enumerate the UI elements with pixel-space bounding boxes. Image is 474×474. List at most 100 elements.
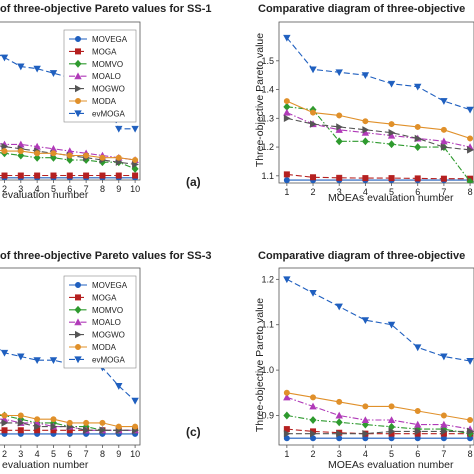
legend-marker-moalo [74,318,82,326]
data-point-moda [17,412,24,419]
data-point-moda [17,148,24,155]
y-tick-label: 1.2 [261,142,274,152]
legend-marker-mogwo [75,330,82,339]
series-line-mogwo [286,430,471,435]
panel-b-ylabel: Three-objective Pareto value [254,33,266,167]
series-group [0,54,139,180]
legend-label-mogwo: MOGWO [92,85,125,94]
chart-panel-bottom-left: 12345678910MOVEGAMOGAMOMVOMOALOMOGWOMODA… [0,267,141,459]
data-point-moga [17,427,24,434]
panel-c-tag: (c) [186,425,201,439]
data-point-moda [362,118,369,125]
data-point-moda [50,150,57,157]
series-line-moga [286,428,471,435]
panel-a-tag: (a) [186,175,201,189]
series-line-mogwo [286,117,471,151]
legend-marker-movega [75,35,82,42]
data-point-mogwo [34,422,41,431]
data-point-moalo [440,420,448,428]
data-point-evmoga [361,72,370,80]
data-point-evmoga [361,317,370,325]
data-point-mogwo [310,429,317,438]
legend-label-moalo: MOALO [92,72,121,81]
series-line-evmoga [286,37,471,111]
plot-frame [278,267,474,446]
legend-marker-movega [75,281,82,288]
data-point-evmoga [440,98,448,105]
data-point-moga [34,172,41,179]
x-tick-label: 4 [35,449,40,459]
series-line-moda [286,100,471,139]
legend-label-mogwo: MOGWO [92,331,125,340]
legend-box [63,275,137,369]
panel-b-title: Comparative diagram of three-objective [258,3,465,15]
series-line-evmoga [0,349,136,402]
data-point-mogwo [336,123,344,131]
data-point-moga [440,175,447,182]
data-point-evmoga [466,358,474,365]
data-point-moga [388,175,395,182]
data-point-moalo [361,416,370,424]
plot-frame [0,21,141,181]
x-tick-label: 6 [415,187,420,197]
series-line-evmoga [0,54,136,130]
legend-label-momvo: MOMVO [92,306,123,315]
data-point-momvo [335,137,343,146]
data-point-moalo [335,411,343,419]
x-tick-label: 5 [51,184,56,194]
legend-box [63,29,137,123]
data-point-moga [414,175,421,182]
y-tick-label: 0.9 [261,411,274,421]
data-point-momvo [466,177,474,183]
y-tick-label: 1.5 [261,56,274,66]
panel-a-title: of three-objective Pareto values for SS-… [0,3,212,15]
data-point-evmoga [115,382,123,390]
legend-label-evmoga: evMOGA [92,109,126,118]
data-point-evmoga [33,65,41,73]
series-line-mogwo [0,422,136,431]
x-tick-label: 4 [35,184,40,194]
x-tick-label: 7 [441,187,446,197]
legend-marker-evmoga [74,356,82,364]
plot-frame [0,267,141,446]
series-line-evmoga [286,278,471,362]
data-point-moga [362,175,369,182]
data-point-moda [50,416,57,423]
data-point-moda [414,407,421,414]
data-point-moga [132,172,139,179]
x-tick-label: 6 [67,184,72,194]
data-point-movega [283,177,290,183]
data-point-moda [467,135,474,142]
data-point-evmoga [309,66,317,74]
data-point-mogwo [440,143,448,151]
data-point-moda [440,126,447,133]
data-point-moda [414,123,421,130]
legend-label-moga: MOGA [92,293,117,302]
legend-label-evmoga: evMOGA [92,355,126,364]
data-point-mogwo [440,427,448,436]
data-point-moalo [440,137,448,145]
data-point-moda [440,412,447,419]
x-tick-label: 7 [84,449,89,459]
data-point-moda [132,156,139,163]
data-point-momvo [414,143,422,152]
data-point-moda [1,412,8,419]
legend-label-moda: MODA [92,343,117,352]
data-point-moga [1,427,8,434]
data-point-evmoga [49,70,58,78]
x-tick-label: 5 [51,449,56,459]
data-point-evmoga [0,54,9,62]
data-point-moga [83,172,90,179]
data-point-moda [283,389,290,396]
series-line-moda [0,149,136,161]
data-point-momvo [388,140,396,149]
legend-label-momvo: MOMVO [92,60,123,69]
data-point-evmoga [387,80,396,88]
data-point-moga [66,172,73,179]
series-line-momvo [286,106,471,182]
data-point-moda [66,152,73,159]
data-point-moda [83,152,90,159]
series-group [283,276,474,442]
data-point-moda [115,154,122,161]
